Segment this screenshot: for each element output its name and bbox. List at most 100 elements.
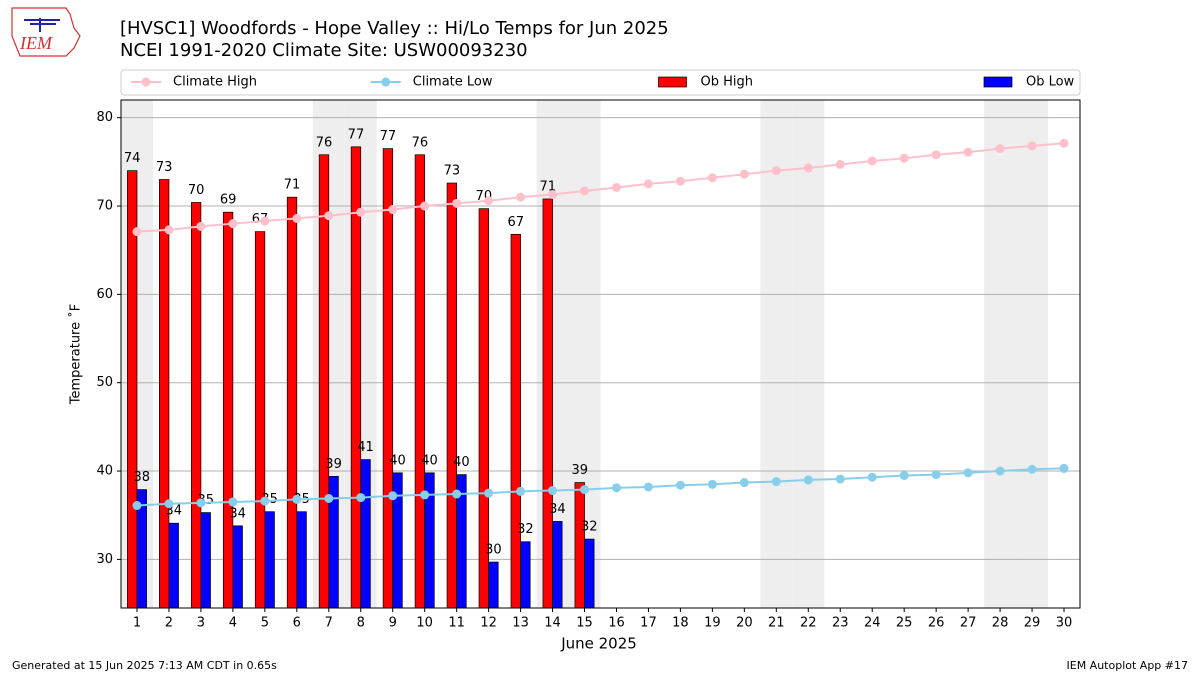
data-label: 41 bbox=[357, 440, 374, 455]
point bbox=[963, 147, 973, 157]
x-tick-label: 5 bbox=[261, 616, 269, 631]
data-label: 32 bbox=[581, 520, 598, 535]
bar bbox=[414, 154, 426, 609]
bar bbox=[520, 541, 531, 609]
bar bbox=[222, 211, 234, 609]
x-tick-label: 15 bbox=[576, 616, 593, 631]
point bbox=[132, 227, 142, 237]
data-label: 67 bbox=[508, 215, 525, 230]
bar bbox=[584, 538, 595, 609]
x-tick-label: 30 bbox=[1056, 616, 1073, 631]
point bbox=[260, 496, 270, 506]
point bbox=[484, 488, 494, 498]
point bbox=[452, 489, 462, 499]
point bbox=[643, 482, 653, 492]
x-tick-label: 26 bbox=[928, 616, 945, 631]
bar bbox=[510, 233, 521, 609]
point bbox=[995, 144, 1005, 154]
point bbox=[388, 205, 398, 215]
point bbox=[611, 182, 621, 192]
point bbox=[516, 486, 526, 496]
point bbox=[1059, 138, 1069, 148]
x-tick-label: 13 bbox=[512, 616, 529, 631]
bar bbox=[254, 231, 266, 609]
weekend-band bbox=[792, 100, 825, 608]
footer-right: IEM Autoplot App #17 bbox=[1067, 659, 1189, 672]
point bbox=[196, 221, 206, 231]
data-label: 34 bbox=[549, 502, 566, 517]
legend-swatch bbox=[381, 77, 391, 87]
point bbox=[867, 472, 877, 482]
data-label: 40 bbox=[421, 453, 438, 468]
legend-swatch bbox=[658, 76, 687, 88]
y-tick-label: 30 bbox=[96, 552, 113, 567]
bar bbox=[542, 198, 553, 609]
point bbox=[420, 490, 430, 500]
legend-box bbox=[120, 69, 1081, 96]
data-label: 74 bbox=[124, 151, 141, 166]
x-tick-label: 1 bbox=[133, 616, 141, 631]
point bbox=[1027, 464, 1037, 474]
data-label: 40 bbox=[453, 455, 470, 470]
y-tick-label: 50 bbox=[96, 375, 113, 390]
x-tick-label: 2 bbox=[165, 616, 173, 631]
point bbox=[835, 474, 845, 484]
logo-text: IEM bbox=[19, 33, 53, 53]
point bbox=[803, 163, 813, 173]
x-tick-label: 14 bbox=[544, 616, 561, 631]
x-tick-label: 20 bbox=[736, 616, 753, 631]
x-tick-label: 7 bbox=[325, 616, 333, 631]
bar bbox=[286, 196, 298, 609]
x-tick-label: 4 bbox=[229, 616, 237, 631]
footer-left: Generated at 15 Jun 2025 7:13 AM CDT in … bbox=[12, 659, 277, 672]
data-label: 77 bbox=[380, 129, 397, 144]
data-label: 73 bbox=[156, 160, 173, 175]
x-tick-label: 25 bbox=[896, 616, 913, 631]
x-tick-label: 16 bbox=[608, 616, 625, 631]
point bbox=[675, 480, 685, 490]
point bbox=[356, 493, 366, 503]
bar bbox=[552, 521, 563, 609]
x-tick-label: 22 bbox=[800, 616, 817, 631]
x-tick-label: 3 bbox=[197, 616, 205, 631]
data-label: 34 bbox=[229, 506, 246, 521]
point bbox=[388, 491, 398, 501]
logo: IEM bbox=[11, 7, 81, 57]
point bbox=[356, 207, 366, 217]
point bbox=[132, 501, 142, 511]
point bbox=[228, 219, 238, 229]
bar bbox=[296, 511, 307, 609]
point bbox=[643, 179, 653, 189]
x-tick-label: 29 bbox=[1024, 616, 1041, 631]
bar bbox=[446, 182, 457, 609]
bar bbox=[318, 154, 330, 609]
point bbox=[228, 497, 238, 507]
point bbox=[867, 156, 877, 166]
bar bbox=[200, 512, 211, 609]
bar bbox=[159, 179, 170, 609]
bar bbox=[168, 522, 179, 609]
logo-icon bbox=[24, 18, 60, 32]
point bbox=[292, 494, 302, 504]
x-tick-label: 23 bbox=[832, 616, 849, 631]
chart-title: [HVSC1] Woodfords - Hope Valley :: Hi/Lo… bbox=[120, 18, 669, 39]
point bbox=[452, 198, 462, 208]
point bbox=[739, 169, 749, 179]
x-tick-label: 27 bbox=[960, 616, 977, 631]
data-label: 39 bbox=[571, 463, 588, 478]
data-label: 71 bbox=[284, 178, 301, 193]
point bbox=[707, 479, 717, 489]
point bbox=[196, 498, 206, 508]
point bbox=[324, 493, 334, 503]
point bbox=[771, 477, 781, 487]
point bbox=[963, 468, 973, 478]
data-label: 76 bbox=[412, 135, 429, 150]
point bbox=[675, 176, 685, 186]
point bbox=[931, 150, 941, 160]
bar bbox=[360, 459, 371, 609]
plot-frame bbox=[120, 99, 1081, 609]
y-tick-label: 80 bbox=[96, 110, 113, 125]
point bbox=[580, 485, 590, 495]
bar bbox=[127, 170, 138, 609]
